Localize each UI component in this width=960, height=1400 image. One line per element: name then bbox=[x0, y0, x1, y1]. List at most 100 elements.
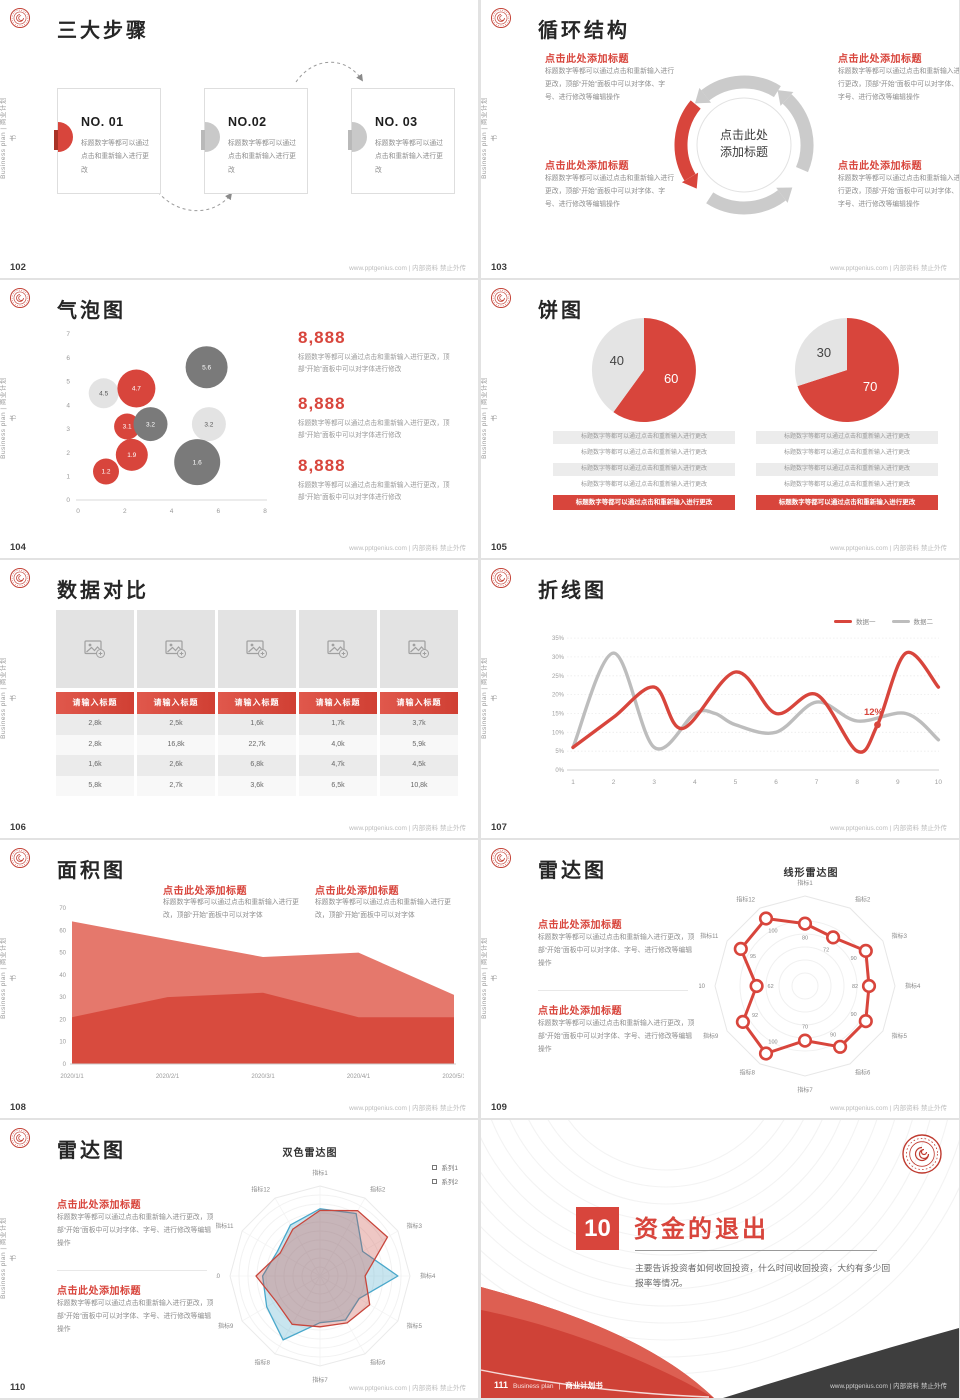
radar-axis-label: 指标11 bbox=[216, 1222, 234, 1230]
table-header: 请输入标题 bbox=[299, 692, 377, 714]
decor-arc bbox=[481, 1120, 931, 1324]
x-tick-label: 4 bbox=[170, 508, 174, 515]
stat-value: 8,888 bbox=[298, 456, 346, 475]
stat-block: 8,888 标题数字等都可以通过点击和重新输入进行更改，顶部“开始”面板中可以对… bbox=[298, 394, 463, 442]
bubble-label: 4.7 bbox=[132, 386, 141, 393]
y-tick-label: 5 bbox=[66, 379, 70, 386]
step-card-3[interactable]: NO. 03 标题数字等都可以通过点击和重新输入进行更改 bbox=[348, 88, 455, 194]
y-tick-label: 20% bbox=[552, 693, 565, 699]
slide-103[interactable]: Business plan | 商业计划书 循环结构 点击此处添加标题 标题数字… bbox=[481, 0, 959, 278]
pie-list-row-highlight: 标题数字等都可以通过点击和重新输入进行更改 bbox=[756, 495, 938, 510]
page-number: 110 bbox=[10, 1382, 26, 1393]
bubble bbox=[93, 458, 119, 485]
side-watermark: Business plan | 商业计划书 bbox=[0, 377, 17, 459]
divider-line bbox=[57, 1270, 207, 1271]
block-heading: 点击此处添加标题 bbox=[163, 886, 247, 897]
y-tick-label: 5% bbox=[555, 749, 564, 755]
radar-gridline bbox=[310, 1266, 330, 1286]
table-cell: 4,7k bbox=[299, 755, 377, 776]
slide-108[interactable]: Business plan | 商业计划书 面积图 点击此处添加标题 标题数字等… bbox=[0, 840, 478, 1118]
x-tick-label: 5 bbox=[734, 779, 738, 786]
side-watermark: Business plan | 商业计划书 bbox=[481, 377, 498, 459]
slide-102[interactable]: Business plan | 商业计划书 三大步骤 NO. 01 标题数字等都… bbox=[0, 0, 478, 278]
decor-arc bbox=[509, 1120, 823, 1222]
slide-footer: www.pptgenius.com | 内部资料 禁止外传 bbox=[349, 265, 466, 272]
table-header: 请输入标题 bbox=[137, 692, 215, 714]
image-placeholder[interactable] bbox=[218, 610, 296, 688]
slide-106[interactable]: Business plan | 商业计划书 数据对比 请输入标题 2,8k 2,8k… bbox=[0, 560, 478, 838]
y-tick-label: 10 bbox=[59, 1040, 66, 1046]
radar-value-label: 80 bbox=[802, 936, 808, 942]
pie-slice-red bbox=[797, 318, 899, 422]
page-number: 102 bbox=[10, 262, 26, 273]
y-tick-label: 0% bbox=[555, 768, 564, 774]
data-point-annotation: 12% bbox=[864, 707, 884, 718]
footer-label-en: Business plan bbox=[513, 1383, 554, 1390]
slide-111[interactable]: 10 资金的退出 主要告诉投资者如何收回投资，什么时间收回投资，大约有多少回报率… bbox=[481, 1120, 959, 1398]
legend-item-series2: 系列2 bbox=[432, 1176, 458, 1186]
table-cell: 5,9k bbox=[380, 734, 458, 755]
radar-gridline bbox=[247, 1203, 393, 1349]
section-number: 10 bbox=[576, 1207, 619, 1250]
slide-105[interactable]: Business plan | 商业计划书 饼图 60 40 70 30 标题数字等… bbox=[481, 280, 959, 558]
y-tick-label: 3 bbox=[66, 426, 70, 433]
pie-value-label: 70 bbox=[863, 379, 877, 394]
table-cell: 2,6k bbox=[137, 755, 215, 776]
table-cell: 1,6k bbox=[56, 755, 134, 776]
decor-arc bbox=[490, 1120, 842, 1239]
legend-item-series1: 系列1 bbox=[432, 1162, 458, 1172]
block-heading: 点击此处添加标题 bbox=[838, 161, 922, 172]
block-heading: 点击此处添加标题 bbox=[57, 1286, 141, 1297]
radar-axis-label: 指标12 bbox=[251, 1185, 270, 1193]
block-heading: 点击此处添加标题 bbox=[315, 886, 399, 897]
image-placeholder[interactable] bbox=[56, 610, 134, 688]
step-body: 标题数字等都可以通过点击和重新输入进行更改 bbox=[375, 140, 443, 174]
pie-chart-left: 60 40 bbox=[591, 317, 696, 422]
radar-marker bbox=[861, 978, 877, 994]
table-column: 请输入标题 3,7k 5,9k 4,5k 10,8k bbox=[380, 610, 458, 796]
y-tick-label: 4 bbox=[66, 402, 70, 409]
table-cell: 22,7k bbox=[218, 734, 296, 755]
page-number: 108 bbox=[10, 1102, 26, 1113]
slide-104[interactable]: Business plan | 商业计划书 气泡图 0 1 2 3 4 5 6 7 0 2 4 6 8 4… bbox=[0, 280, 478, 558]
table-cell: 1,7k bbox=[299, 714, 377, 735]
pie-slice-gray bbox=[591, 317, 644, 413]
half-circle-icon bbox=[205, 122, 220, 152]
image-placeholder[interactable] bbox=[380, 610, 458, 688]
cycle-center-circle bbox=[696, 97, 792, 193]
stat-value: 8,888 bbox=[298, 328, 346, 347]
slide-109[interactable]: Business plan | 商业计划书 雷达图 线形雷达图 点击此处添加标题… bbox=[481, 840, 959, 1118]
slide-110[interactable]: Business plan | 商业计划书 雷达图 双色雷达图 系列1 系列2 … bbox=[0, 1120, 478, 1398]
step-card-1[interactable]: NO. 01 标题数字等都可以通过点击和重新输入进行更改 bbox=[54, 88, 161, 194]
y-tick-label: 7 bbox=[66, 331, 70, 338]
slide-footer: www.pptgenius.com | 内部资料 禁止外传 bbox=[349, 1385, 466, 1392]
legend-swatch-gray bbox=[891, 619, 910, 623]
pie-value-label: 40 bbox=[610, 353, 624, 368]
pie-list-row: 标题数字等都可以通过点击和重新输入进行更改 bbox=[553, 463, 735, 476]
dashed-arc-bottom bbox=[157, 191, 233, 212]
cycle-arrowhead bbox=[777, 90, 794, 106]
bubble-chart: 0 1 2 3 4 5 6 7 0 2 4 6 8 4.5 4.7 5.6 3.1 3.2 3.2 1.9 1.2 1.6 bbox=[66, 331, 267, 515]
x-tick-label: 2020/4/1 bbox=[347, 1074, 371, 1080]
radar-chart: 80 72 90 82 90 90 70 100 92 62 95 100 指标1 指标2 指标3 指标4 指标… bbox=[699, 879, 921, 1094]
table-cell: 2,8k bbox=[56, 734, 134, 755]
radar-value-label: 70 bbox=[802, 1025, 808, 1031]
radar-marker bbox=[735, 1014, 751, 1029]
image-placeholder[interactable] bbox=[137, 610, 215, 688]
decor-arc bbox=[567, 1120, 765, 1171]
radar-value-label: 90 bbox=[851, 956, 857, 962]
image-placeholder[interactable] bbox=[299, 610, 377, 688]
slide-107[interactable]: Business plan | 商业计划书 折线图 数据一 数据二 0% 5% 10… bbox=[481, 560, 959, 838]
radar-series-系列1 bbox=[261, 1208, 399, 1341]
brand-seal-icon bbox=[490, 567, 512, 589]
bubble bbox=[174, 439, 221, 486]
cycle-arrowhead bbox=[776, 187, 793, 203]
radar-axis-label: 指标2 bbox=[855, 895, 871, 903]
pie-list-row: 标题数字等都可以通过点击和重新输入进行更改 bbox=[580, 450, 707, 456]
pie-list-row: 标题数字等都可以通过点击和重新输入进行更改 bbox=[783, 482, 910, 488]
radar-axis-label: 指标1 bbox=[797, 879, 813, 887]
step-card-2[interactable]: NO.02 标题数字等都可以通过点击和重新输入进行更改 bbox=[201, 88, 308, 194]
y-tick-label: 40 bbox=[59, 973, 66, 979]
radar-marker bbox=[797, 916, 813, 931]
